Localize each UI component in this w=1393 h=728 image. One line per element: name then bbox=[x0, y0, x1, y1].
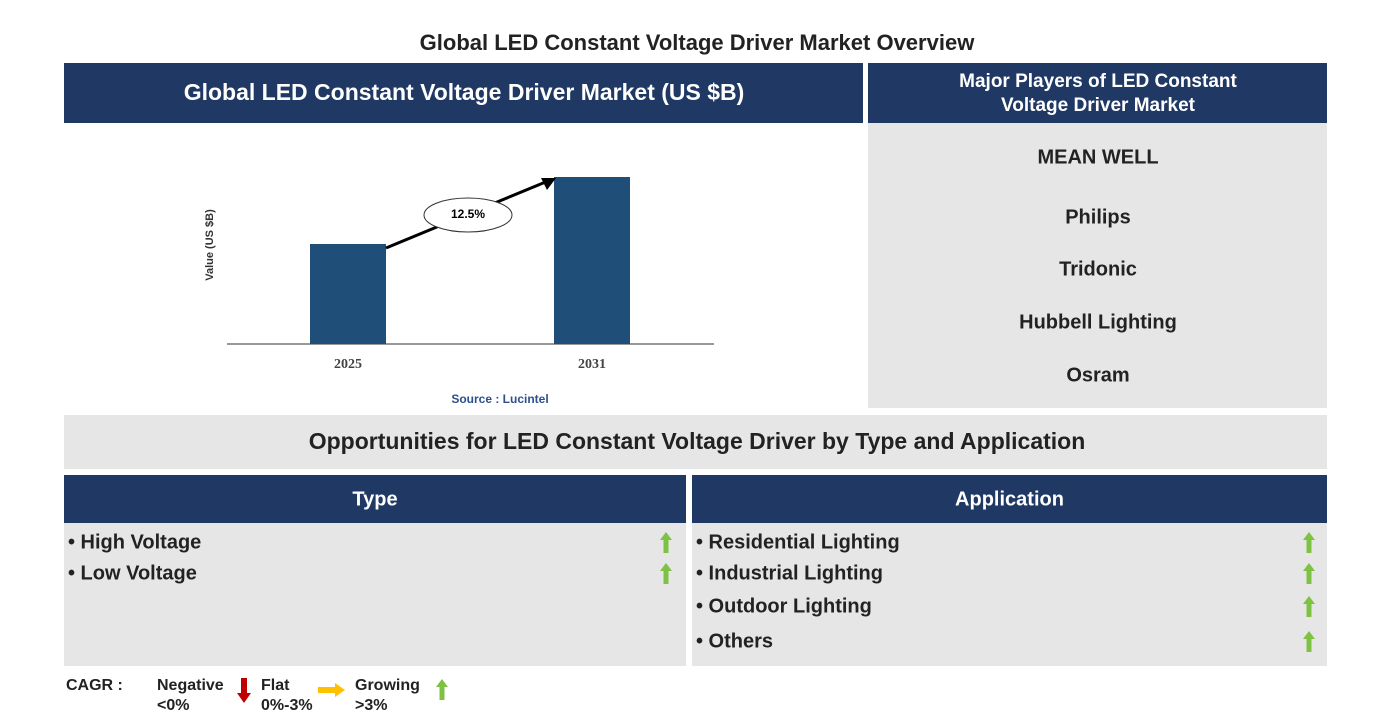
y-axis-label: Value (US $B) bbox=[204, 209, 216, 281]
trend-up-arrow bbox=[660, 532, 672, 553]
page-title: Global LED Constant Voltage Driver Marke… bbox=[420, 30, 976, 55]
legend-range: >3% bbox=[355, 697, 387, 714]
trend-flat-arrow bbox=[318, 683, 345, 697]
legend: CAGR : bbox=[66, 677, 123, 694]
trend-up-arrow bbox=[660, 563, 672, 584]
growth-arrowhead bbox=[541, 178, 556, 190]
trend-down-arrow bbox=[237, 678, 251, 703]
legend-label: Negative bbox=[157, 677, 224, 694]
cagr-label: 12.5% bbox=[451, 207, 485, 221]
player: MEAN WELL bbox=[1037, 146, 1158, 168]
trend-up-arrow bbox=[436, 679, 448, 700]
chart-header-bg bbox=[64, 63, 863, 123]
player: Hubbell Lighting bbox=[1019, 311, 1177, 333]
legend-range: 0%-3% bbox=[261, 697, 313, 714]
trend-up-arrow bbox=[1303, 631, 1315, 652]
legend-title: CAGR : bbox=[66, 677, 123, 694]
legend-label: Growing bbox=[355, 677, 420, 694]
source: Source : Lucintel bbox=[451, 392, 548, 406]
column-body bbox=[64, 523, 686, 666]
column-item: • Industrial Lighting bbox=[696, 562, 883, 584]
opportunities-banner bbox=[64, 415, 1327, 469]
chart-header: Global LED Constant Voltage Driver Marke… bbox=[184, 79, 745, 105]
players-header-bg bbox=[868, 63, 1327, 123]
legend-range: <0% bbox=[157, 697, 189, 714]
bar bbox=[310, 244, 386, 344]
players-header: Major Players of LED Constant Voltage Dri… bbox=[959, 71, 1237, 116]
x-tick-label: 2031 bbox=[578, 357, 606, 372]
column-item: • Others bbox=[696, 630, 773, 652]
player: Philips bbox=[1065, 206, 1131, 228]
x-tick-label: 2025 bbox=[334, 357, 362, 372]
column-item: • Residential Lighting bbox=[696, 531, 900, 553]
legend-label: Flat bbox=[261, 677, 290, 694]
column-item: • Outdoor Lighting bbox=[696, 595, 872, 617]
players-panel bbox=[868, 123, 1327, 408]
player: Osram bbox=[1066, 364, 1129, 386]
column-header: Type bbox=[352, 488, 397, 510]
column-body bbox=[692, 523, 1327, 666]
trend-up-arrow bbox=[1303, 532, 1315, 553]
cagr-bubble bbox=[423, 197, 513, 233]
column-header-bg bbox=[64, 475, 686, 523]
trend-up-arrow bbox=[1303, 563, 1315, 584]
player: Tridonic bbox=[1059, 258, 1137, 280]
trend-up-arrow bbox=[1303, 596, 1315, 617]
column-item: • High Voltage bbox=[68, 531, 201, 553]
column-item: • Low Voltage bbox=[68, 562, 197, 584]
column-header: Application bbox=[955, 488, 1064, 510]
column-header-bg bbox=[692, 475, 1327, 523]
opportunities-title: Opportunities for LED Constant Voltage D… bbox=[309, 428, 1086, 454]
bar bbox=[554, 177, 630, 344]
